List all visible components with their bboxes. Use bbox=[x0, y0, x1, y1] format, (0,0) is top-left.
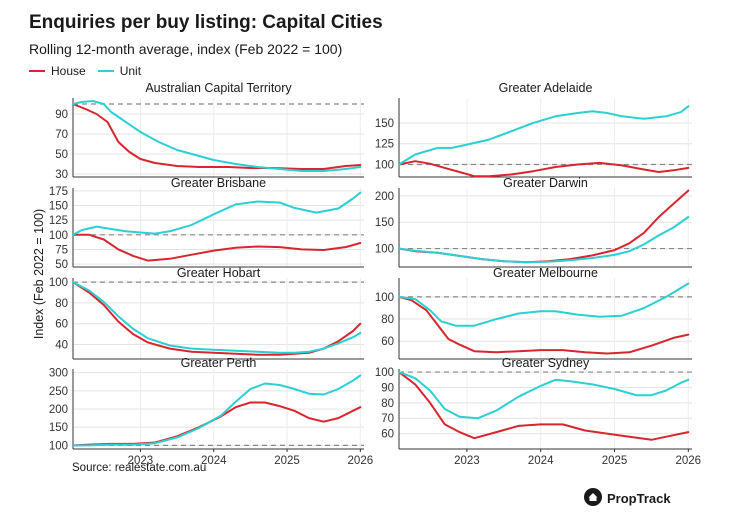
brand-name: PropTrack bbox=[607, 491, 671, 506]
australian-capital-territory-unit-line bbox=[72, 100, 362, 172]
greater-darwin-y-tick-label: 200 bbox=[375, 191, 394, 203]
greater-sydney-x-tick-label: 2026 bbox=[676, 455, 702, 467]
greater-brisbane-y-tick-label: 100 bbox=[49, 230, 68, 242]
greater-sydney-y-tick-label: 90 bbox=[381, 382, 394, 394]
greater-sydney-unit-line bbox=[398, 371, 690, 420]
greater-perth-y-tick-label: 250 bbox=[49, 386, 68, 398]
greater-darwin-panel-title: Greater Darwin bbox=[503, 176, 588, 190]
greater-darwin-y-tick-label: 100 bbox=[375, 244, 394, 256]
greater-brisbane-y-tick-label: 125 bbox=[49, 215, 68, 227]
chart-title: Enquiries per buy listing: Capital Citie… bbox=[29, 12, 383, 33]
greater-perth-unit-line bbox=[72, 374, 362, 447]
australian-capital-territory-house-line bbox=[72, 103, 362, 170]
greater-hobart-house-line bbox=[72, 281, 362, 356]
legend-swatch-house bbox=[29, 70, 45, 72]
legend-item-unit: Unit bbox=[97, 64, 142, 78]
legend-label-unit: Unit bbox=[119, 64, 142, 78]
legend: House Unit bbox=[29, 64, 153, 78]
legend-swatch-unit bbox=[97, 70, 114, 72]
greater-adelaide-panel-title: Greater Adelaide bbox=[499, 81, 593, 95]
greater-sydney-x-tick-label: 2023 bbox=[454, 455, 480, 467]
greater-melbourne-y-tick-label: 60 bbox=[381, 336, 394, 348]
greater-sydney-y-tick-label: 80 bbox=[381, 398, 394, 410]
greater-perth-x-tick-label: 2025 bbox=[274, 455, 300, 467]
greater-hobart-y-tick-label: 100 bbox=[49, 277, 68, 289]
greater-brisbane-y-tick-label: 175 bbox=[49, 186, 68, 198]
source-note: Source: realestate.com.au bbox=[72, 462, 207, 474]
greater-brisbane-panel-title: Greater Brisbane bbox=[171, 176, 266, 190]
greater-hobart-y-tick-label: 60 bbox=[55, 319, 68, 331]
greater-melbourne-panel-title: Greater Melbourne bbox=[493, 266, 598, 280]
greater-melbourne-y-tick-label: 80 bbox=[381, 314, 394, 326]
greater-hobart-panel-title: Greater Hobart bbox=[177, 266, 261, 280]
greater-sydney-house-line bbox=[398, 371, 690, 441]
greater-hobart-unit-line bbox=[72, 281, 362, 354]
legend-item-house: House bbox=[29, 64, 86, 78]
brand: PropTrack bbox=[584, 488, 671, 509]
greater-hobart-y-tick-label: 40 bbox=[55, 339, 68, 351]
greater-melbourne-y-tick-label: 100 bbox=[375, 292, 394, 304]
greater-perth-x-tick-label: 2023 bbox=[128, 455, 154, 467]
greater-sydney-panel-title: Greater Sydney bbox=[502, 356, 590, 370]
greater-brisbane-y-tick-label: 75 bbox=[55, 244, 68, 256]
greater-adelaide-unit-line bbox=[398, 105, 690, 166]
greater-perth-panel-title: Greater Perth bbox=[181, 356, 257, 370]
australian-capital-territory-panel-title: Australian Capital Territory bbox=[145, 81, 292, 95]
greater-adelaide-y-tick-label: 125 bbox=[375, 139, 394, 151]
greater-brisbane-y-tick-label: 50 bbox=[55, 259, 68, 271]
greater-melbourne-unit-line bbox=[398, 282, 690, 327]
greater-perth-x-tick-label: 2026 bbox=[348, 455, 374, 467]
greater-sydney-y-tick-label: 60 bbox=[381, 429, 394, 441]
greater-melbourne-house-line bbox=[398, 295, 690, 355]
greater-adelaide-y-tick-label: 100 bbox=[375, 160, 394, 172]
greater-darwin-y-tick-label: 150 bbox=[375, 217, 394, 229]
greater-adelaide-house-line bbox=[398, 160, 690, 178]
greater-brisbane-unit-line bbox=[72, 191, 362, 236]
greater-perth-y-tick-label: 150 bbox=[49, 422, 68, 434]
greater-darwin-house-line bbox=[398, 189, 690, 264]
greater-sydney-y-tick-label: 70 bbox=[381, 413, 394, 425]
australian-capital-territory-y-tick-label: 50 bbox=[55, 149, 68, 161]
australian-capital-territory-y-tick-label: 70 bbox=[55, 129, 68, 141]
australian-capital-territory-y-tick-label: 90 bbox=[55, 109, 68, 121]
greater-hobart-y-tick-label: 80 bbox=[55, 298, 68, 310]
proptrack-house-logo-icon bbox=[584, 488, 602, 509]
greater-adelaide-y-tick-label: 150 bbox=[375, 118, 394, 130]
australian-capital-territory-y-tick-label: 30 bbox=[55, 169, 68, 181]
greater-perth-x-tick-label: 2024 bbox=[201, 455, 227, 467]
greater-brisbane-y-tick-label: 150 bbox=[49, 201, 68, 213]
chart-subtitle: Rolling 12-month average, index (Feb 202… bbox=[29, 41, 343, 57]
greater-perth-y-tick-label: 200 bbox=[49, 404, 68, 416]
greater-sydney-y-tick-label: 100 bbox=[375, 367, 394, 379]
greater-sydney-x-tick-label: 2024 bbox=[528, 455, 554, 467]
y-axis-label: Index (Feb 2022 = 100) bbox=[32, 209, 46, 339]
greater-perth-y-tick-label: 100 bbox=[49, 440, 68, 452]
greater-sydney-x-tick-label: 2025 bbox=[602, 455, 628, 467]
greater-darwin-unit-line bbox=[398, 216, 690, 264]
greater-perth-y-tick-label: 300 bbox=[49, 368, 68, 380]
greater-brisbane-house-line bbox=[72, 233, 362, 262]
legend-label-house: House bbox=[51, 64, 86, 78]
